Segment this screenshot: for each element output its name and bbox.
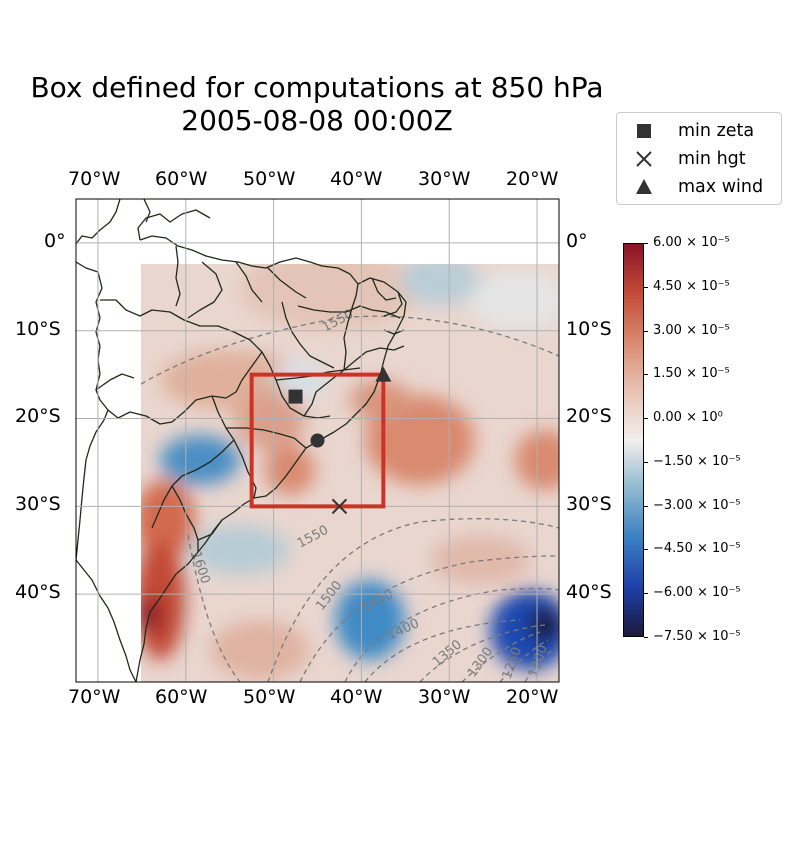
computation-box bbox=[249, 372, 386, 509]
square-marker-icon bbox=[637, 124, 651, 138]
lat-label-right: 0° bbox=[566, 230, 588, 252]
colorbar bbox=[623, 243, 644, 637]
min-hgt-marker bbox=[331, 498, 348, 515]
colorbar-tick-label: −6.00 × 10⁻⁵ bbox=[653, 585, 741, 601]
min-zeta-marker bbox=[288, 389, 303, 404]
lon-label-top: 70°W bbox=[68, 168, 121, 190]
lon-label-bottom: 40°W bbox=[330, 686, 383, 708]
legend-label: max wind bbox=[678, 177, 764, 197]
lat-label-right: 40°S bbox=[566, 581, 612, 603]
lon-label-top: 30°W bbox=[418, 168, 471, 190]
colorbar-tick bbox=[644, 286, 648, 288]
lon-label-bottom: 20°W bbox=[506, 686, 559, 708]
map-subtitle: 2005-08-08 00:00Z bbox=[181, 104, 453, 137]
lat-label-left: 40°S bbox=[15, 581, 61, 603]
colorbar-tick bbox=[644, 505, 648, 507]
colorbar-tick-label: −3.00 × 10⁻⁵ bbox=[653, 497, 741, 513]
colorbar-tick bbox=[644, 637, 648, 638]
colorbar-tick-label: −1.50 × 10⁻⁵ bbox=[653, 453, 741, 469]
colorbar-tick bbox=[644, 549, 648, 551]
map-frame bbox=[75, 198, 560, 683]
x-marker-icon bbox=[636, 151, 652, 167]
lat-label-left: 30°S bbox=[15, 493, 61, 515]
lon-label-bottom: 70°W bbox=[68, 686, 121, 708]
lon-label-top: 50°W bbox=[243, 168, 296, 190]
colorbar-tick-label: 6.00 × 10⁻⁵ bbox=[653, 235, 730, 250]
markers bbox=[288, 366, 392, 515]
gridlines bbox=[76, 199, 559, 682]
lat-label-right: 10°S bbox=[566, 318, 612, 340]
colorbar-tick-label: 1.50 × 10⁻⁵ bbox=[653, 366, 730, 382]
legend-label: min zeta bbox=[678, 121, 755, 141]
max-wind-marker bbox=[375, 366, 392, 382]
vorticity-field bbox=[141, 264, 559, 682]
lat-label-left: 10°S bbox=[15, 318, 61, 340]
colorbar-tick bbox=[644, 418, 648, 420]
legend-item-max-wind: max wind bbox=[617, 173, 781, 199]
legend: min zeta min hgt max wind bbox=[616, 112, 782, 205]
colorbar-tick bbox=[644, 330, 648, 332]
lat-label-right: 20°S bbox=[566, 405, 612, 427]
lon-label-bottom: 60°W bbox=[155, 686, 208, 708]
lon-label-top: 40°W bbox=[330, 168, 383, 190]
colorbar-tick-label: 4.50 × 10⁻⁵ bbox=[653, 278, 730, 294]
legend-label: min hgt bbox=[678, 149, 746, 169]
lon-label-top: 60°W bbox=[155, 168, 208, 190]
legend-item-min-hgt: min hgt bbox=[617, 145, 781, 171]
lon-label-bottom: 30°W bbox=[418, 686, 471, 708]
colorbar-tick-label: −4.50 × 10⁻⁵ bbox=[653, 541, 741, 557]
lat-label-right: 30°S bbox=[566, 493, 612, 515]
lon-label-bottom: 50°W bbox=[243, 686, 296, 708]
lat-label-left: 20°S bbox=[15, 405, 61, 427]
colorbar-tick-label: 0.00 × 10⁰ bbox=[653, 410, 723, 426]
colorbar-tick bbox=[644, 374, 648, 376]
colorbar-tick-label: 3.00 × 10⁻⁵ bbox=[653, 322, 730, 338]
lon-label-top: 20°W bbox=[506, 168, 559, 190]
colorbar-tick-label: −7.50 × 10⁻⁵ bbox=[653, 629, 741, 644]
triangle-marker-icon bbox=[636, 179, 652, 194]
colorbar-tick bbox=[644, 461, 648, 463]
map-title: Box defined for computations at 850 hPa bbox=[30, 71, 604, 104]
colorbar-tick bbox=[644, 593, 648, 595]
center-marker bbox=[310, 433, 325, 448]
height-contours bbox=[141, 315, 559, 682]
legend-item-min-zeta: min zeta bbox=[617, 117, 781, 143]
lat-label-left: 0° bbox=[44, 230, 66, 252]
colorbar-tick bbox=[644, 243, 648, 244]
